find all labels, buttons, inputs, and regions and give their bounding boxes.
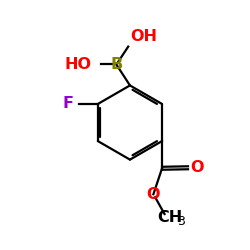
Text: CH: CH [157,210,182,225]
Text: B: B [110,57,122,72]
Text: O: O [190,160,204,175]
Text: F: F [62,96,73,112]
Text: OH: OH [130,29,157,44]
Text: HO: HO [65,57,92,72]
Text: O: O [147,187,160,202]
Text: 3: 3 [177,215,185,228]
